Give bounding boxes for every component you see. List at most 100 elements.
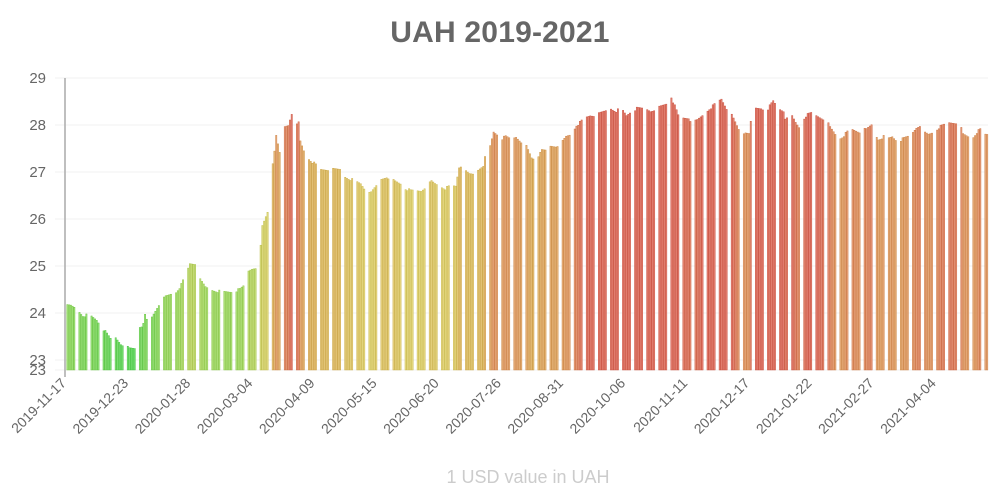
bar xyxy=(494,133,497,371)
bar xyxy=(931,132,933,371)
bar xyxy=(133,348,136,371)
bar xyxy=(649,111,652,371)
bar xyxy=(901,137,904,371)
bar xyxy=(226,291,229,371)
x-tick-label: 2020-11-11 xyxy=(630,375,691,436)
bar xyxy=(846,130,849,371)
x-tick-label: 2020-12-17 xyxy=(691,375,753,437)
x-tick-label: 2020-08-31 xyxy=(504,375,566,437)
bar xyxy=(78,312,81,371)
bar xyxy=(779,109,782,371)
bar xyxy=(591,115,593,371)
bar xyxy=(579,121,581,371)
bar xyxy=(784,118,787,371)
bar xyxy=(335,168,338,371)
bar xyxy=(116,339,119,371)
bar xyxy=(542,149,545,371)
bar xyxy=(202,283,205,371)
bar xyxy=(963,134,966,371)
bar xyxy=(761,109,764,371)
bar xyxy=(237,288,240,371)
bar xyxy=(94,318,96,371)
bar xyxy=(561,140,564,371)
bar xyxy=(251,268,253,371)
bar xyxy=(894,140,897,371)
bar xyxy=(936,129,939,371)
bar xyxy=(373,187,376,371)
bar xyxy=(421,189,424,371)
bar xyxy=(760,108,763,371)
bar xyxy=(214,291,217,371)
bar xyxy=(242,285,245,371)
x-tick-label: 2019-12-23 xyxy=(69,375,131,437)
bar xyxy=(472,173,474,371)
bar xyxy=(247,270,250,371)
bar xyxy=(699,116,702,371)
bar xyxy=(855,130,857,371)
bar xyxy=(791,115,794,371)
bar xyxy=(359,183,362,371)
bar xyxy=(151,316,153,371)
bar xyxy=(528,153,531,371)
bar xyxy=(216,292,219,371)
bar xyxy=(834,134,837,371)
bar xyxy=(984,133,987,371)
bar xyxy=(434,183,436,371)
bar xyxy=(856,131,859,371)
bar xyxy=(648,110,650,371)
bar xyxy=(975,133,978,371)
x-axis-caption: 1 USD value in UAH xyxy=(446,467,610,487)
bar xyxy=(604,110,607,371)
x-tick-label: 2020-06-20 xyxy=(380,375,442,437)
y-tick-label: 28 xyxy=(29,117,46,134)
bar xyxy=(537,156,540,371)
bar xyxy=(252,268,255,371)
bar xyxy=(513,137,516,371)
bar xyxy=(418,190,421,371)
bar xyxy=(370,191,373,371)
bar xyxy=(580,119,583,371)
bar xyxy=(941,124,944,371)
bar xyxy=(119,344,122,371)
bar xyxy=(180,283,183,371)
bar xyxy=(575,125,578,371)
bar xyxy=(170,293,172,371)
bar xyxy=(651,111,654,371)
bar xyxy=(190,263,193,371)
y-tick-label: 25 xyxy=(29,258,46,275)
bar xyxy=(515,137,517,371)
bar xyxy=(275,135,278,371)
bar xyxy=(138,327,141,371)
bar xyxy=(706,110,709,371)
bar xyxy=(665,103,668,371)
bar xyxy=(939,124,942,371)
bar xyxy=(879,139,882,371)
bar xyxy=(843,136,845,371)
x-tick-label: 2019-11-17 xyxy=(8,375,69,436)
bar xyxy=(266,212,269,371)
bar xyxy=(446,186,448,371)
bar xyxy=(470,173,473,371)
bar xyxy=(772,100,775,371)
bar xyxy=(622,110,624,371)
bar xyxy=(297,121,300,371)
bar xyxy=(770,102,773,371)
bar xyxy=(80,314,83,371)
bar xyxy=(660,105,662,371)
bar xyxy=(767,109,769,371)
bar xyxy=(166,294,169,371)
bar xyxy=(484,156,486,371)
bar xyxy=(477,169,480,371)
bar xyxy=(663,104,666,371)
bar xyxy=(943,123,945,371)
bar xyxy=(320,169,322,371)
bar xyxy=(755,107,757,371)
bar xyxy=(670,97,673,371)
bar xyxy=(803,118,806,371)
bar xyxy=(627,114,630,371)
bar xyxy=(868,125,871,371)
bar xyxy=(453,185,455,371)
bar xyxy=(440,187,443,371)
bar xyxy=(553,146,555,371)
bar xyxy=(768,104,771,371)
